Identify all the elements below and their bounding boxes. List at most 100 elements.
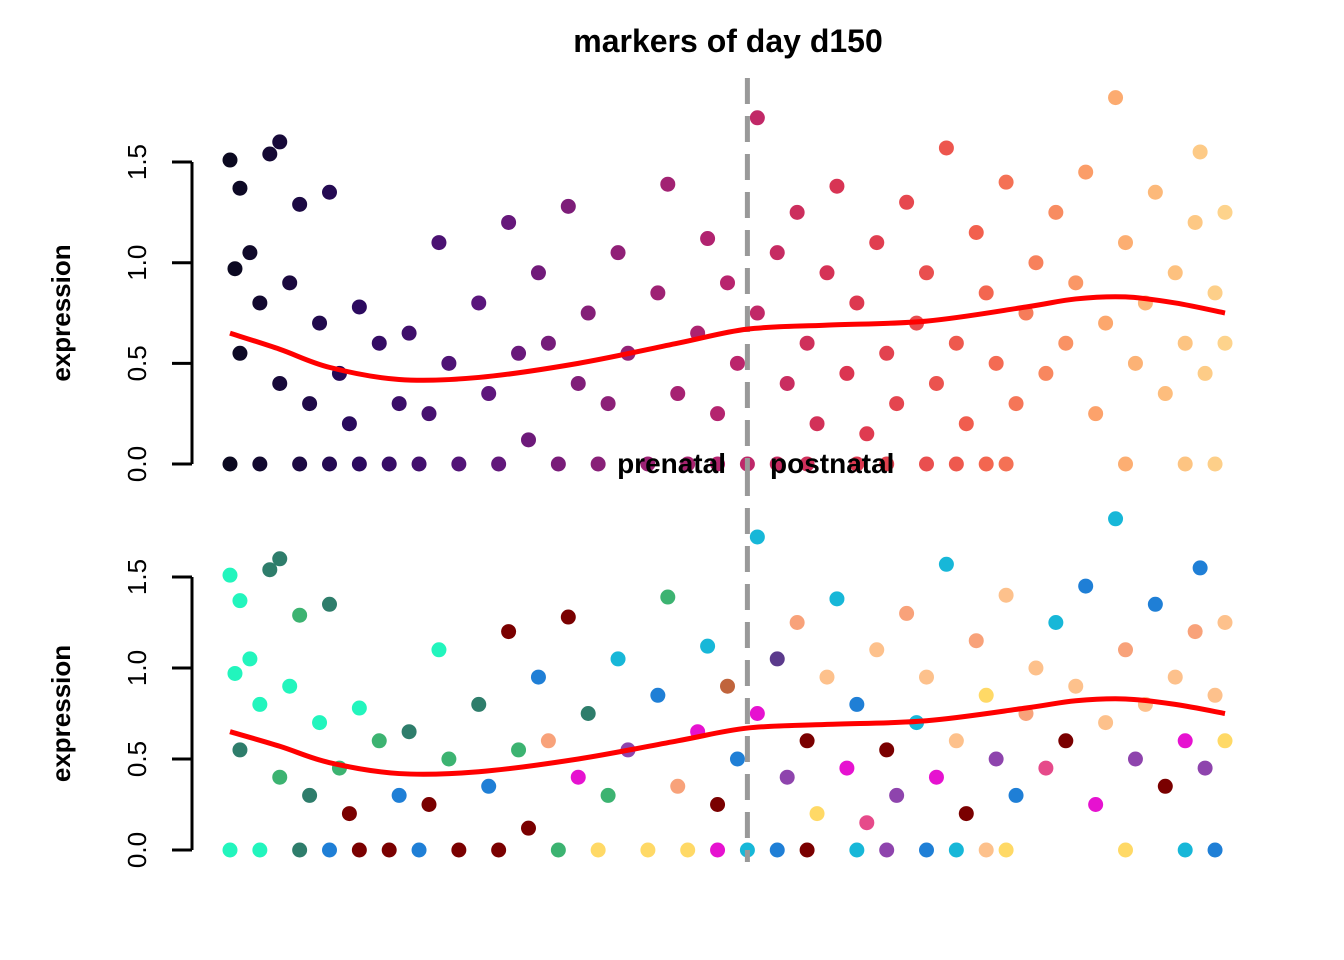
data-point [1147, 184, 1163, 200]
data-point [710, 797, 726, 812]
data-point [431, 642, 447, 658]
data-point [401, 724, 417, 740]
data-point [481, 386, 497, 402]
data-point [919, 669, 934, 685]
data-point [819, 265, 835, 281]
data-point [1207, 842, 1223, 858]
data-point [978, 687, 994, 703]
data-point [1008, 396, 1024, 412]
data-point [540, 733, 556, 749]
data-point [829, 591, 845, 607]
data-point [351, 700, 367, 716]
y-tick-label: 1.5 [122, 144, 152, 180]
data-point [312, 715, 328, 731]
data-point [1048, 615, 1064, 630]
data-point [1098, 715, 1114, 731]
data-point [530, 265, 546, 281]
data-point [1098, 315, 1114, 331]
data-point [401, 325, 417, 341]
data-point [1187, 214, 1203, 230]
data-point [720, 678, 735, 694]
data-point [322, 596, 337, 612]
data-point [222, 152, 238, 168]
data-point [849, 456, 865, 472]
data-point [511, 345, 527, 361]
data-point [501, 214, 517, 230]
data-point [899, 194, 915, 210]
y-tick-label: 1.5 [122, 559, 152, 595]
data-point [550, 456, 566, 472]
data-point [899, 605, 915, 621]
data-point [749, 529, 765, 545]
data-point [302, 787, 318, 803]
data-point [869, 235, 885, 251]
data-point [1217, 733, 1233, 749]
data-point [322, 456, 337, 472]
data-point [322, 184, 337, 200]
data-point [1038, 760, 1054, 776]
data-point [481, 778, 497, 794]
data-point [819, 669, 835, 685]
data-point [1197, 760, 1213, 776]
data-point [849, 842, 865, 858]
data-point [1177, 335, 1193, 351]
data-point [501, 624, 517, 640]
data-point [928, 375, 944, 391]
data-point [1217, 204, 1233, 220]
data-point [710, 842, 726, 858]
data-point [1127, 355, 1143, 371]
y-axis-label: expression [46, 645, 76, 782]
data-point [859, 815, 875, 831]
postnatal-label: postnatal [770, 448, 894, 479]
data-point [242, 245, 258, 261]
data-point [222, 567, 238, 583]
data-point [272, 134, 288, 150]
data-point [441, 355, 457, 371]
data-point [720, 275, 735, 291]
data-point [938, 556, 954, 572]
data-point [1028, 660, 1044, 676]
data-point [560, 198, 576, 214]
data-point [252, 842, 268, 858]
data-point [1048, 204, 1064, 220]
data-point [540, 335, 556, 351]
data-point [521, 432, 536, 448]
data-point [988, 751, 1004, 767]
data-point [491, 842, 507, 858]
data-point [451, 456, 467, 472]
data-point [879, 742, 895, 758]
data-point [839, 760, 855, 776]
data-point [1038, 365, 1054, 381]
data-point [998, 842, 1014, 858]
data-point [799, 456, 815, 472]
data-point [640, 842, 656, 858]
data-point [411, 842, 427, 858]
data-point [227, 261, 243, 277]
data-point [292, 456, 308, 472]
data-point [919, 456, 934, 472]
data-point [998, 456, 1014, 472]
data-point [341, 416, 357, 432]
data-point [849, 696, 865, 712]
data-point [1157, 386, 1173, 402]
prenatal-label: prenatal [617, 448, 726, 479]
data-point [550, 842, 566, 858]
data-point [570, 375, 586, 391]
data-point [371, 733, 387, 749]
data-point [749, 110, 765, 126]
data-point [779, 375, 795, 391]
data-point [729, 751, 745, 767]
data-point [391, 787, 407, 803]
data-point [570, 769, 586, 785]
data-point [222, 842, 238, 858]
y-tick-label: 0.5 [122, 345, 152, 381]
data-point [889, 396, 905, 412]
data-point [1008, 787, 1024, 803]
data-point [351, 842, 367, 858]
y-tick-label: 0.0 [122, 446, 152, 482]
data-point [700, 231, 716, 247]
data-point [341, 806, 357, 822]
data-point [391, 396, 407, 412]
data-point [322, 842, 337, 858]
data-point [1207, 285, 1223, 301]
